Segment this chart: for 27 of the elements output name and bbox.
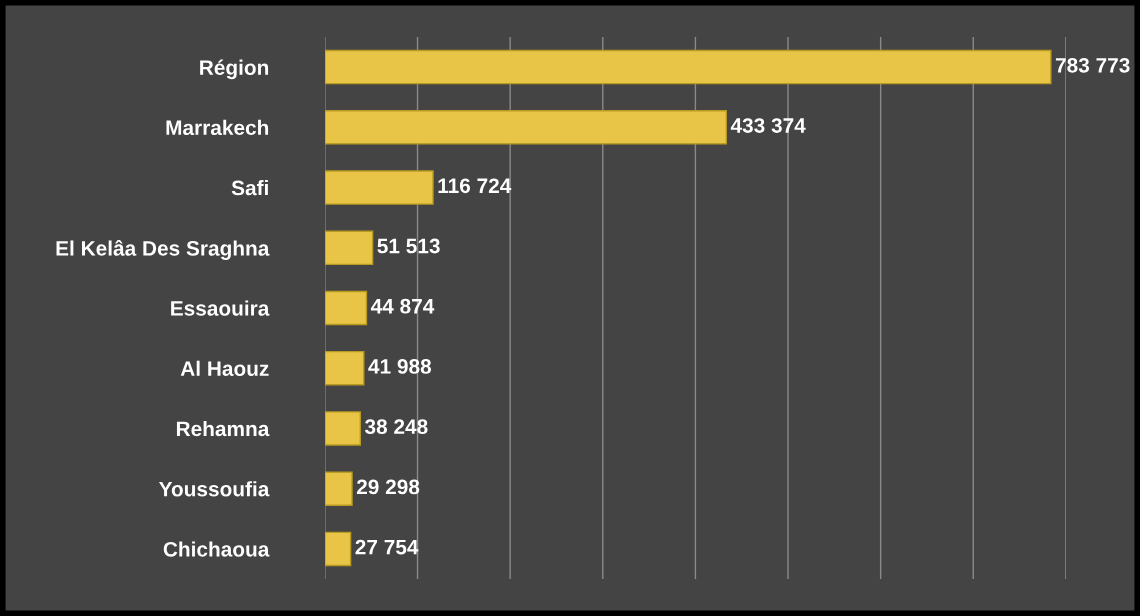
y-tick-label: Région bbox=[200, 59, 269, 80]
data-label: 116 724 bbox=[438, 178, 512, 194]
data-label: 27 754 bbox=[355, 539, 419, 555]
y-tick-label: Marrakech bbox=[166, 119, 269, 136]
bar bbox=[324, 290, 368, 326]
data-label: 51 513 bbox=[377, 238, 440, 254]
data-label: 783 773 bbox=[1055, 57, 1130, 73]
data-label: 44 874 bbox=[370, 298, 435, 314]
data-label: 38 248 bbox=[364, 419, 428, 435]
data-label: 433 374 bbox=[730, 118, 806, 133]
y-tick-label: Al Haouz bbox=[180, 360, 269, 376]
y-tick-label: Safi bbox=[231, 179, 268, 196]
data-label: 29 298 bbox=[356, 479, 420, 495]
bar bbox=[324, 230, 374, 266]
y-tick-label: Rehamna bbox=[176, 420, 270, 437]
bar bbox=[324, 471, 353, 506]
bar bbox=[324, 110, 728, 145]
y-tick-label: El Kelâa Des Sraghna bbox=[56, 239, 270, 260]
y-tick-label: Chichaoua bbox=[163, 541, 270, 557]
data-label: 41 988 bbox=[368, 359, 432, 374]
y-tick-label: Youssoufia bbox=[158, 481, 270, 497]
bar bbox=[324, 49, 1052, 85]
y-tick-label: Essaouira bbox=[171, 300, 270, 316]
bar bbox=[324, 350, 365, 386]
bar bbox=[324, 531, 352, 567]
bar bbox=[324, 411, 362, 446]
bar bbox=[324, 170, 434, 205]
